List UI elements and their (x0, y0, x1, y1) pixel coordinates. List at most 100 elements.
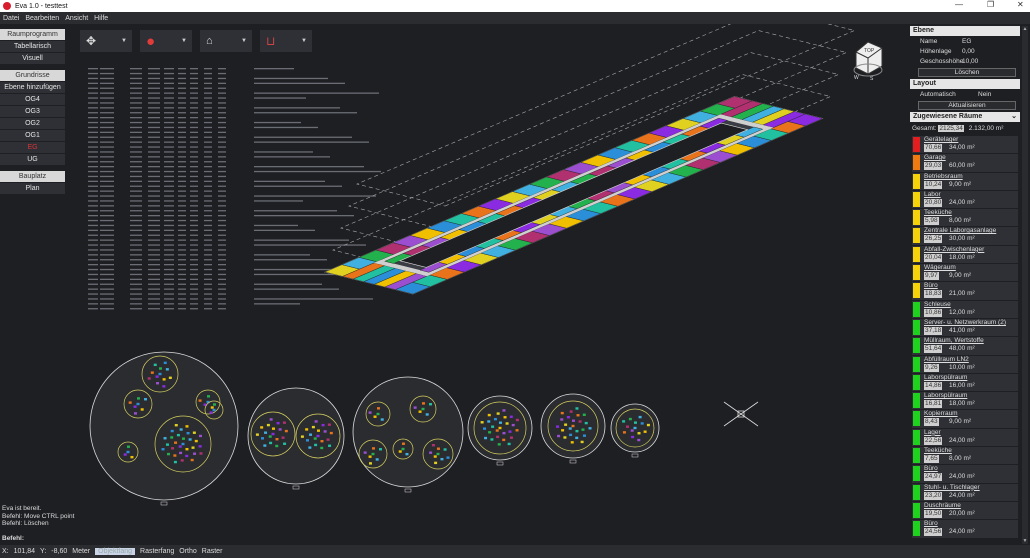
table-cell (254, 121, 301, 124)
chevron-down-icon[interactable]: ▼ (181, 38, 187, 44)
toggle-raster[interactable]: Raster (201, 548, 223, 555)
table-cell (130, 264, 142, 266)
maximize-button[interactable]: ❐ (987, 0, 995, 9)
table-cell (204, 229, 212, 231)
room-list-item[interactable]: Müllraum, Wertstoffe 51,64 48,00 m² (912, 337, 1018, 355)
chevron-down-icon[interactable]: ▼ (241, 38, 247, 44)
menu-datei[interactable]: Datei (3, 14, 20, 22)
room-list-item[interactable]: Zentrale Laborgasanlage 26,25 30,00 m² (912, 227, 1018, 245)
room-list-item[interactable]: Wägeraum 9,97 9,00 m² (912, 264, 1018, 282)
table-cell (204, 72, 212, 75)
sidebar-item-eg[interactable]: EG (0, 142, 65, 153)
minimize-button[interactable]: — (955, 0, 963, 9)
close-button[interactable]: ✕ (1017, 0, 1024, 9)
room-bubble (495, 429, 499, 432)
room-list-item[interactable]: Gerätelager 70,66 34,00 m² (912, 136, 1018, 154)
drawing-canvas[interactable]: TOP W S (68, 24, 906, 544)
room-list-item[interactable]: Büro 24,97 24,00 m² (912, 465, 1018, 483)
unit-label[interactable]: Meter (72, 548, 91, 555)
table-cell (254, 82, 345, 84)
table-cell (164, 107, 174, 109)
room-list-item[interactable]: Laborspülraum 14,86 16,00 m² (912, 373, 1018, 392)
refresh-layout-button[interactable]: Aktualisieren (918, 101, 1016, 110)
house-tool-button[interactable]: ⌂ ▼ (200, 30, 252, 52)
table-cell (148, 195, 160, 197)
chevron-down-icon[interactable]: ▼ (121, 38, 127, 44)
room-list-item[interactable]: Garage 29,03 60,00 m² (912, 154, 1018, 172)
table-cell (218, 195, 226, 197)
table-cell (218, 205, 226, 207)
command-prompt[interactable]: Befehl: (2, 534, 25, 542)
room-list-item[interactable]: Labor 20,80 24,00 m² (912, 190, 1018, 209)
room-bubble (380, 418, 384, 421)
add-level-button[interactable]: Ebene hinzufügen (0, 82, 65, 93)
table-cell (164, 229, 174, 231)
sidebar-item-og1[interactable]: OG1 (0, 130, 65, 141)
room-tool-button[interactable]: ⊔ ▼ (260, 30, 312, 52)
chevron-down-icon[interactable]: ⌄ (1011, 113, 1017, 120)
room-target-area: 60,00 m² (949, 162, 975, 170)
room-list-item[interactable]: Laborspülraum 16,81 18,00 m² (912, 392, 1018, 410)
room-bubble (507, 442, 511, 446)
sidebar-item-plan[interactable]: Plan (0, 183, 65, 194)
raumprogramm-header[interactable]: Raumprogramm (0, 29, 65, 40)
table-cell (88, 308, 98, 310)
toggle-objektfang[interactable]: Objektfang (95, 548, 136, 555)
room-list-item[interactable]: Kopierraum 8,43 9,00 m² (912, 410, 1018, 428)
table-cell (190, 298, 198, 300)
room-list-item[interactable]: Büro 24,56 24,00 m² (912, 520, 1018, 538)
room-actual-area: 19,50 (924, 509, 943, 518)
room-list-item[interactable]: Abfall-Zwischenlager 20,04 18,00 m² (912, 245, 1018, 264)
sidebar-item-og4[interactable]: OG4 (0, 94, 65, 105)
table-cell (190, 77, 198, 80)
bubble-cluster (117, 441, 139, 463)
room-bubble (210, 406, 214, 409)
table-cell (100, 283, 114, 285)
room-list-item[interactable]: Stuhl- u. Tischlager 23,20 24,00 m² (912, 483, 1018, 501)
table-cell (218, 82, 226, 84)
prop-geschosshoehe: Geschosshöhe 10,00 (920, 58, 979, 65)
chevron-down-icon[interactable]: ▼ (301, 38, 307, 44)
room-bubble (491, 425, 495, 428)
menu-bearbeiten[interactable]: Bearbeiten (25, 14, 60, 22)
sidebar-item-tabellarisch[interactable]: Tabellarisch (0, 41, 65, 52)
table-cell (100, 244, 114, 246)
table-cell (218, 156, 226, 158)
room-list-item[interactable]: Abfüllraum LN2 9,26 10,00 m² (912, 355, 1018, 373)
room-list-item[interactable]: Duschräume 19,50 20,00 m² (912, 501, 1018, 520)
room-list-item[interactable]: Schleuse 10,86 12,00 m² (912, 300, 1018, 318)
room-list-item[interactable]: Teeküche 5,98 8,00 m² (912, 209, 1018, 227)
room-target-area: 24,00 m² (949, 491, 975, 499)
room-list-item[interactable]: Teeküche 7,65 8,00 m² (912, 447, 1018, 465)
table-cell (190, 180, 198, 182)
room-list-item[interactable]: Server- u. Netzwerkraum (2) 37,18 41,00 … (912, 318, 1018, 337)
rooms-header[interactable]: Zugewiesene Räume ⌄ (910, 112, 1020, 122)
room-list-item[interactable]: Betriebsraum 10,24 9,00 m² (912, 172, 1018, 190)
menu-ansicht[interactable]: Ansicht (65, 14, 89, 22)
menu-hilfe[interactable]: Hilfe (94, 14, 109, 22)
sidebar-item-og2[interactable]: OG2 (0, 118, 65, 129)
grundrisse-header[interactable]: Grundrisse (0, 70, 65, 81)
toggle-rasterfang[interactable]: Rasterfang (140, 548, 175, 555)
table-cell (130, 72, 142, 75)
table-cell (254, 273, 378, 276)
table-cell (218, 210, 226, 212)
sidebar-item-og3[interactable]: OG3 (0, 106, 65, 117)
move-tool-button[interactable]: ✥ ▼ (80, 30, 132, 52)
table-cell (88, 303, 98, 305)
sidebar-item-ug[interactable]: UG (0, 154, 65, 165)
record-tool-button[interactable]: ● ▼ (140, 30, 192, 52)
scrollbar[interactable]: ▲ ▼ (1022, 26, 1028, 544)
bauplatz-header[interactable]: Bauplatz (0, 171, 65, 182)
table-cell (178, 151, 186, 153)
bubble-cluster (250, 411, 296, 457)
room-list-item[interactable]: Büro 18,83 21,00 m² (912, 282, 1018, 300)
table-cell (164, 249, 174, 251)
room-bubble (376, 412, 380, 416)
room-bubble (178, 445, 182, 448)
table-cell (148, 146, 160, 148)
delete-level-button[interactable]: Löschen (918, 68, 1016, 77)
sidebar-item-visuell[interactable]: Visuell (0, 53, 65, 64)
toggle-ortho[interactable]: Ortho (179, 548, 197, 555)
room-list-item[interactable]: Lager 22,56 24,00 m² (912, 428, 1018, 447)
